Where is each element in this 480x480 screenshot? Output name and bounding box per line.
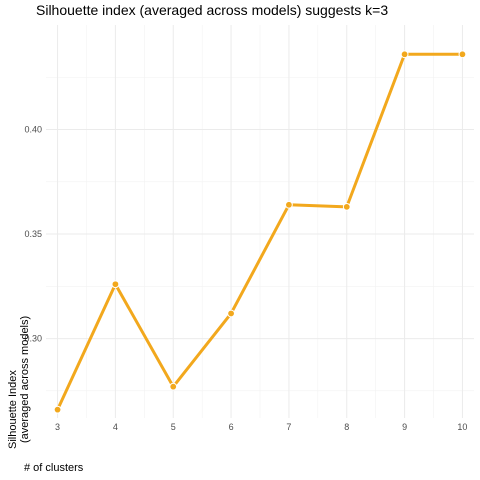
data-point <box>400 50 409 59</box>
x-tick-label: 3 <box>55 422 60 432</box>
x-tick-label: 4 <box>113 422 118 432</box>
data-point <box>227 309 235 318</box>
data-point <box>285 200 293 209</box>
data-point <box>342 202 351 211</box>
x-tick-labels: 3 4 5 6 7 8 9 10 <box>55 422 467 432</box>
y-tick-label: 0.35 <box>24 229 42 239</box>
chart-title: Silhouette index (averaged across models… <box>36 2 388 18</box>
grid <box>46 25 474 418</box>
x-tick-label: 5 <box>171 422 176 432</box>
y-axis-label-line1: Silhouette Index <box>7 370 19 449</box>
y-axis-label-line2: (averaged across models) <box>19 316 31 443</box>
x-tick-label: 9 <box>402 422 407 432</box>
series-silhouette <box>53 50 467 414</box>
data-point <box>111 280 120 289</box>
y-tick-label: 0.40 <box>24 125 42 135</box>
x-tick-label: 10 <box>457 422 467 432</box>
y-tick-labels: 0.30 0.35 0.40 <box>24 125 42 344</box>
x-tick-label: 7 <box>286 422 291 432</box>
y-tick-label: 0.30 <box>24 334 42 344</box>
series-line <box>56 52 464 412</box>
x-tick-label: 8 <box>344 422 349 432</box>
data-point <box>169 382 178 391</box>
x-tick-label: 6 <box>229 422 234 432</box>
data-point <box>458 50 467 59</box>
x-axis-label: # of clusters <box>24 462 84 474</box>
data-point <box>53 405 62 414</box>
